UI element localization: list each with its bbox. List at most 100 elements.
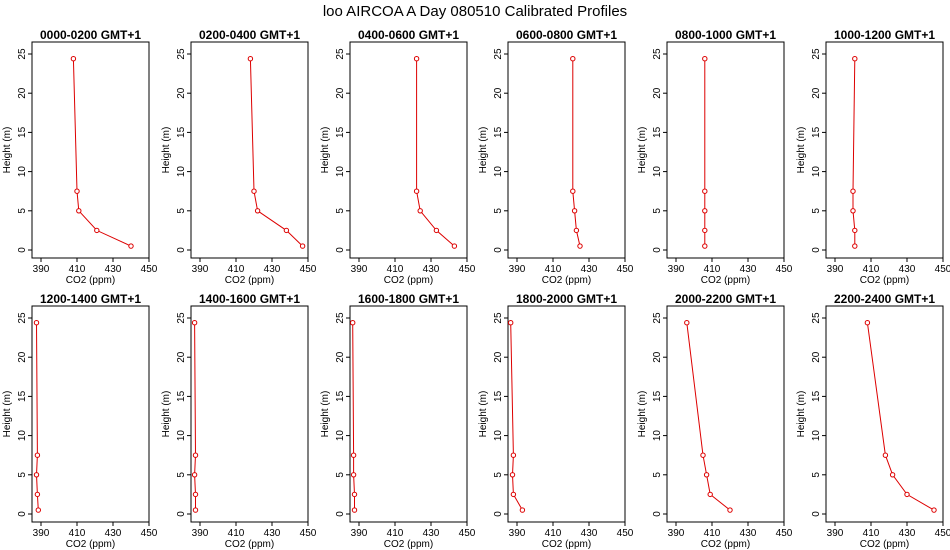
data-point <box>433 227 440 234</box>
y-tick-label: 5 <box>176 208 187 214</box>
x-tick-label: 410 <box>863 264 880 275</box>
y-axis-label: Height (m) <box>161 391 172 438</box>
data-point <box>413 56 420 62</box>
x-tick-label: 390 <box>509 264 526 275</box>
x-axis-label: CO2 (ppm) <box>542 539 591 550</box>
x-tick-label: 410 <box>387 528 404 539</box>
plot-frame <box>666 305 785 523</box>
data-point <box>519 507 526 513</box>
x-tick-label: 410 <box>69 528 86 539</box>
series-line <box>572 58 581 247</box>
panel-10: 2000-2200 GMT+1 390 410 430 450 0 5 10 15 20 25 CO2… <box>637 292 793 550</box>
data-point <box>571 208 578 214</box>
data-point <box>727 507 733 513</box>
x-tick-label: 430 <box>581 528 598 539</box>
y-tick-label: 10 <box>176 166 187 178</box>
series-line <box>194 322 197 511</box>
plot-frame <box>507 41 626 259</box>
data-point <box>703 472 710 478</box>
data-point <box>33 472 40 478</box>
series-line <box>852 58 856 247</box>
y-axis-label: Height (m) <box>796 391 807 438</box>
panel-7: 1400-1600 GMT+1 390 410 430 450 0 5 10 15 20 25 CO2… <box>161 292 317 550</box>
x-tick-label: 450 <box>935 528 950 539</box>
panel-title: 0800-1000 GMT+1 <box>675 28 776 42</box>
plot-frame <box>825 41 944 259</box>
data-point <box>852 227 858 234</box>
x-tick-label: 430 <box>899 528 916 539</box>
data-point <box>931 507 937 513</box>
x-axis-label: CO2 (ppm) <box>860 539 909 550</box>
data-point <box>707 491 713 498</box>
y-axis-label: Height (m) <box>320 391 331 438</box>
plot-frame <box>31 305 150 523</box>
x-tick-label: 430 <box>264 264 281 275</box>
y-tick-label: 20 <box>176 87 187 99</box>
panel-title: 0000-0200 GMT+1 <box>40 28 141 42</box>
x-axis-label: CO2 (ppm) <box>701 275 750 286</box>
x-tick-label: 430 <box>264 528 281 539</box>
y-axis-label: Height (m) <box>478 127 489 174</box>
data-point <box>864 320 871 326</box>
x-tick-label: 390 <box>351 528 368 539</box>
y-tick-label: 20 <box>652 351 663 363</box>
y-axis-label: Height (m) <box>2 127 13 174</box>
y-tick-label: 25 <box>493 312 504 324</box>
x-tick-label: 450 <box>935 264 950 275</box>
data-point <box>70 56 77 62</box>
y-tick-label: 25 <box>335 312 346 324</box>
plot-frame <box>666 41 785 259</box>
data-point <box>700 452 706 458</box>
panel-title: 0400-0600 GMT+1 <box>358 28 459 42</box>
y-tick-label: 15 <box>335 126 346 138</box>
y-tick-label: 25 <box>652 48 663 60</box>
x-axis-label: CO2 (ppm) <box>225 539 274 550</box>
y-tick-label: 10 <box>493 430 504 442</box>
y-tick-label: 10 <box>652 430 663 442</box>
data-point <box>510 452 517 458</box>
data-point <box>702 188 708 194</box>
y-tick-label: 20 <box>176 351 187 363</box>
y-tick-label: 0 <box>17 247 28 253</box>
x-tick-label: 450 <box>776 264 793 275</box>
x-tick-label: 410 <box>704 528 721 539</box>
y-tick-label: 10 <box>335 430 346 442</box>
y-tick-label: 0 <box>335 247 346 253</box>
y-tick-label: 10 <box>176 430 187 442</box>
y-tick-label: 20 <box>811 351 822 363</box>
y-tick-label: 0 <box>335 511 346 517</box>
data-point <box>350 452 357 458</box>
data-point <box>192 452 199 458</box>
data-point <box>33 320 40 326</box>
y-tick-label: 5 <box>652 472 663 478</box>
x-axis-label: CO2 (ppm) <box>860 275 909 286</box>
plot-frame <box>31 41 150 259</box>
data-point <box>350 472 357 478</box>
panel-4: 0800-1000 GMT+1 390 410 430 450 0 5 10 15 20 25 CO2… <box>637 28 793 286</box>
x-tick-label: 410 <box>545 528 562 539</box>
x-tick-label: 450 <box>459 528 476 539</box>
data-point <box>702 227 708 234</box>
data-point <box>573 227 580 234</box>
data-point <box>577 243 583 249</box>
data-point <box>254 208 261 214</box>
data-point <box>247 56 254 62</box>
x-tick-label: 390 <box>668 528 685 539</box>
x-tick-label: 450 <box>459 264 476 275</box>
data-point <box>76 208 82 214</box>
data-point <box>417 208 423 214</box>
data-point <box>34 452 41 458</box>
y-tick-label: 0 <box>652 511 663 517</box>
x-tick-label: 430 <box>423 264 440 275</box>
y-axis-label: Height (m) <box>637 391 648 438</box>
x-tick-label: 450 <box>776 528 793 539</box>
y-tick-label: 0 <box>17 511 28 517</box>
x-tick-label: 410 <box>545 264 562 275</box>
x-tick-label: 430 <box>581 264 598 275</box>
panel-title: 2000-2200 GMT+1 <box>675 292 776 306</box>
y-tick-label: 10 <box>811 430 822 442</box>
panel-title: 1800-2000 GMT+1 <box>516 292 617 306</box>
panel-title: 1200-1400 GMT+1 <box>40 292 141 306</box>
data-point <box>34 491 41 498</box>
y-tick-label: 20 <box>335 351 346 363</box>
